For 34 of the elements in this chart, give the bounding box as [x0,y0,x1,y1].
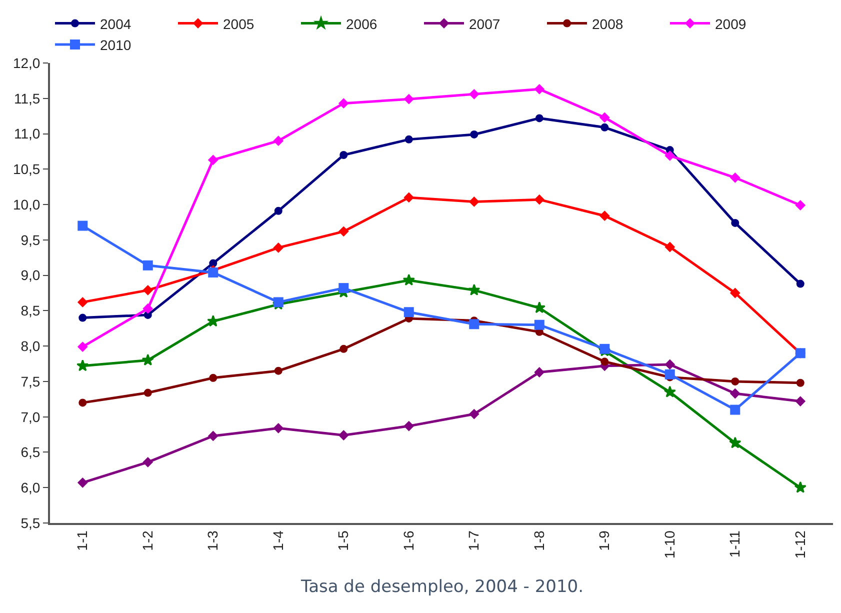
x-tick-label: 1-3 [204,530,221,551]
y-tick-label: 8,0 [20,338,40,354]
x-tick-label: 1-2 [139,530,156,551]
y-tick-label: 11,0 [14,126,40,142]
text: Tasa de desempleo, 2004 - 2010. [300,577,584,597]
y-tick-label: 11,5 [14,90,40,106]
legend-label: 2009 [715,16,746,32]
x-tick-label: 1-4 [270,530,286,551]
y-tick-label: 9,5 [20,232,40,248]
y-tick-label: 7,0 [20,408,40,425]
y-tick-label: 6,5 [20,444,40,460]
legend-label: 2008 [592,16,624,32]
legend-label: 2007 [469,16,500,32]
legend-label: 2005 [223,16,254,32]
y-tick-label: 9,0 [20,267,40,284]
x-tick-label: 1-9 [596,530,612,551]
y-tick-label: 10,0 [12,196,40,212]
x-tick-label: 1-10 [661,530,678,559]
legend-label: 2004 [100,16,132,32]
x-tick-label: 1-5 [335,530,352,551]
legend-label: 2006 [346,16,378,32]
x-tick-label: 1-7 [466,530,482,551]
x-tick-label: 1-1 [74,530,90,551]
y-tick-label: 6,0 [20,480,40,496]
y-tick-label: 7,5 [20,373,40,390]
x-tick-label: 1-11 [726,530,743,558]
legend-label: 2010 [100,36,132,53]
x-tick-label: 1-8 [530,530,547,551]
x-tick-label: 1-12 [792,530,808,559]
y-tick-label: 10,5 [12,161,40,178]
y-tick-label: 12,0 [12,54,40,71]
x-tick-label: 1-6 [400,530,416,551]
y-tick-label: 8,5 [20,302,40,319]
y-tick-label: 5,5 [20,514,40,531]
